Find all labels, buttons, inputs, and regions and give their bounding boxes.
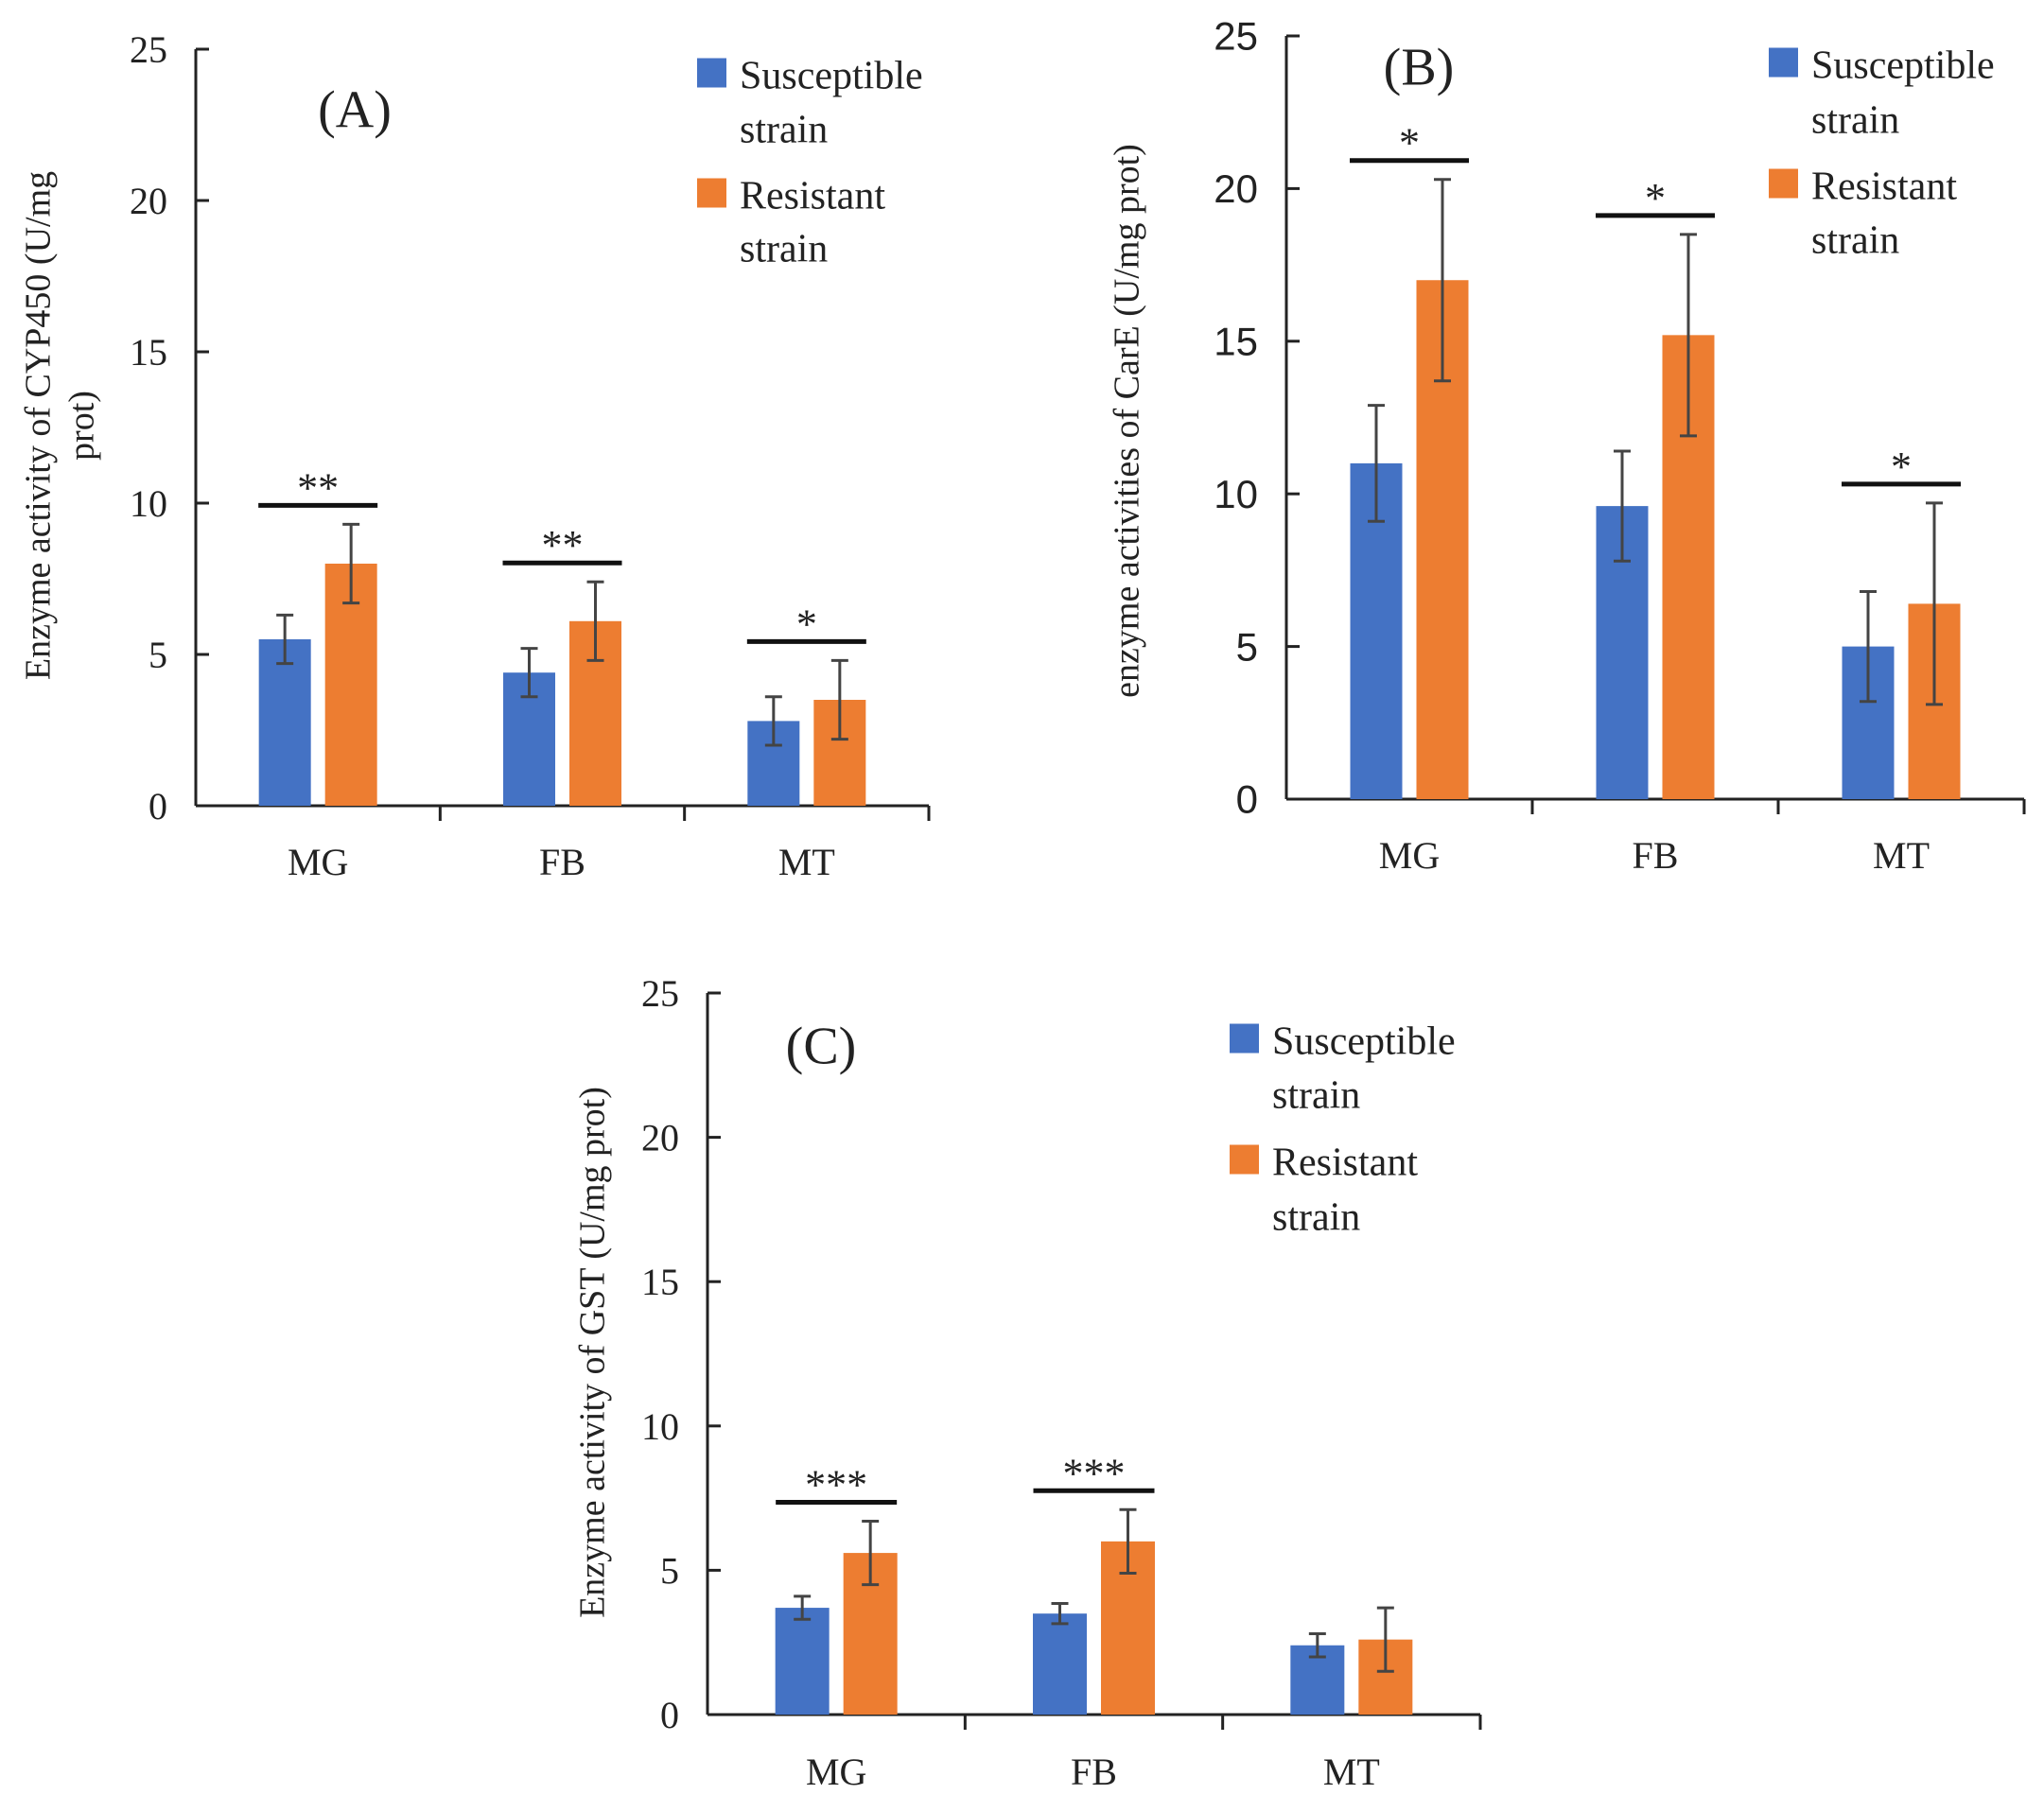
legend-label: Resistant: [1811, 166, 1957, 209]
x-tick-label: FB: [1633, 834, 1679, 877]
legend-swatch: [1230, 1023, 1259, 1054]
panel-label: (C): [786, 1018, 857, 1076]
x-tick-label: MG: [288, 841, 348, 883]
legend-label: strain: [1811, 219, 1899, 263]
legend-label: Resistant: [1272, 1141, 1418, 1185]
legend-entry: Resistant strain: [697, 175, 885, 271]
legend-label: strain: [740, 109, 828, 152]
significance-marker: ***: [1063, 1450, 1126, 1496]
chart-panel-2: 0 5 10 15 20 25 MG * FB * MT * (B) enzyme activities …: [1107, 14, 2026, 877]
y-tick-label: 20: [641, 1117, 679, 1159]
y-tick-label: 10: [130, 482, 167, 525]
y-tick-label: 20: [1214, 166, 1258, 211]
legend: Susceptible strain Resistant strain: [697, 55, 923, 271]
x-tick-label: MT: [1873, 834, 1930, 877]
panel-label: (A): [318, 81, 392, 140]
significance-marker: **: [297, 464, 339, 511]
x-tick-label: MT: [778, 841, 835, 883]
y-tick-label: 20: [130, 180, 167, 222]
significance-marker: *: [1891, 444, 1912, 490]
y-tick-label: 25: [1214, 14, 1258, 59]
significance-marker: *: [796, 601, 817, 647]
legend-label: strain: [1272, 1074, 1360, 1118]
y-tick-label: 25: [641, 972, 679, 1015]
y-tick-label: 0: [660, 1694, 679, 1736]
legend: Susceptible strain Resistant strain: [1230, 1020, 1456, 1240]
legend-swatch: [1769, 47, 1798, 78]
y-axis-label: enzyme activities of CarE (U/mg prot): [1107, 144, 1146, 698]
y-tick-label: 5: [148, 634, 167, 676]
legend-label: Susceptible: [1272, 1020, 1456, 1064]
legend-entry: Resistant strain: [1230, 1141, 1418, 1240]
legend: Susceptible strain Resistant strain: [1769, 44, 1995, 263]
legend-swatch: [697, 178, 726, 208]
significance-marker: *: [1399, 120, 1420, 166]
y-tick-label: 5: [660, 1549, 679, 1592]
panel-label: (B): [1384, 39, 1455, 97]
y-tick-label: 15: [641, 1261, 679, 1303]
legend-entry: Susceptible strain: [697, 55, 923, 152]
y-tick-label: 15: [130, 331, 167, 374]
x-tick-label: FB: [1071, 1751, 1117, 1793]
x-tick-label: MG: [1379, 834, 1440, 877]
legend-label: Susceptible: [1811, 44, 1995, 88]
chart-panel-1: 0 5 10 15 20 25 MG ** FB ** MT * (A) Enzyme activity …: [18, 28, 931, 883]
y-tick-label: 10: [1214, 472, 1258, 516]
legend-label: strain: [740, 228, 828, 271]
x-tick-label: FB: [539, 841, 585, 883]
bar: [1033, 1613, 1087, 1715]
y-tick-label: 5: [1236, 624, 1258, 669]
legend-entry: Susceptible strain: [1769, 44, 1995, 143]
y-axis-label: Enzyme activity of CYP450 (U/mg prot): [18, 171, 101, 680]
y-tick-label: 0: [148, 785, 167, 828]
legend-label: strain: [1272, 1196, 1360, 1240]
legend-label: Resistant: [740, 175, 885, 218]
y-axis-label: Enzyme activity of GST (U/mg prot): [572, 1087, 612, 1618]
x-tick-label: MT: [1323, 1751, 1380, 1793]
legend-entry: Resistant strain: [1769, 166, 1957, 263]
significance-marker: **: [542, 522, 584, 568]
y-tick-label: 10: [641, 1405, 679, 1448]
y-axis-label-line: Enzyme activity of GST (U/mg prot): [572, 1087, 612, 1618]
y-tick-label: 0: [1236, 777, 1258, 822]
bar: [775, 1608, 830, 1715]
y-axis-label-line: Enzyme activity of CYP450 (U/mg: [18, 171, 58, 680]
chart-panel-3: 0 5 10 15 20 25 MG *** FB *** MT (C) Enzyme activity…: [572, 972, 1482, 1793]
y-tick-label: 25: [130, 28, 167, 71]
y-axis-label-line: prot): [61, 391, 101, 461]
legend-entry: Susceptible strain: [1230, 1020, 1456, 1118]
bar: [258, 639, 311, 806]
legend-label: Susceptible: [740, 55, 923, 98]
y-axis-label-line: enzyme activities of CarE (U/mg prot): [1107, 144, 1146, 698]
y-tick-label: 15: [1214, 320, 1258, 364]
legend-swatch: [1230, 1144, 1259, 1175]
legend-label: strain: [1811, 99, 1899, 143]
legend-swatch: [697, 58, 726, 88]
significance-marker: *: [1645, 175, 1666, 221]
legend-swatch: [1769, 168, 1798, 199]
x-tick-label: MG: [806, 1751, 866, 1793]
significance-marker: ***: [805, 1462, 867, 1508]
